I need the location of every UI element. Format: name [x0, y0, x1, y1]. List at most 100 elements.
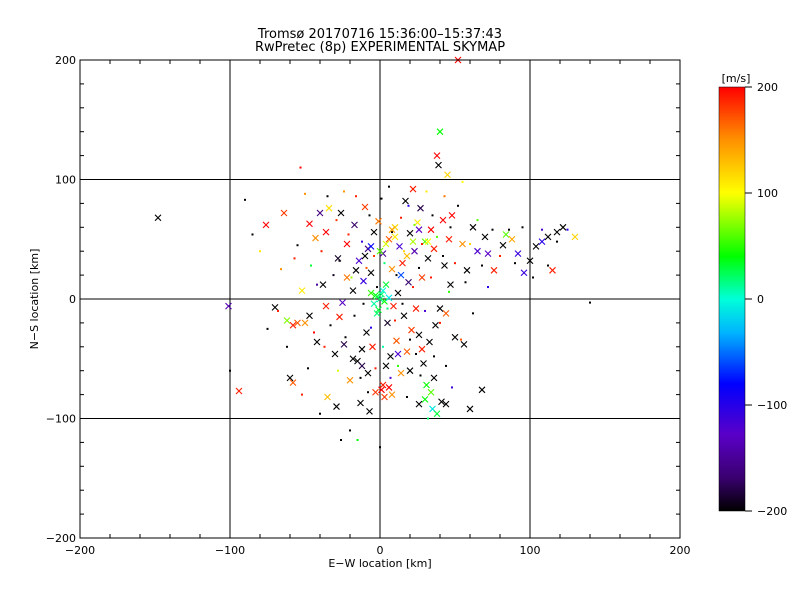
scatter-point-dot — [296, 244, 299, 247]
scatter-point-dot — [541, 228, 543, 231]
scatter-point-x — [349, 287, 357, 295]
scatter-point-dot — [326, 195, 329, 198]
scatter-point-dot — [382, 345, 384, 348]
scatter-point-x — [358, 345, 366, 353]
scatter-point-dot — [277, 309, 279, 312]
scatter-point-x — [403, 348, 411, 355]
scatter-point-dot — [451, 386, 453, 389]
scatter-point-dot — [424, 309, 426, 312]
scatter-point-x — [478, 386, 486, 394]
scatter-point-x — [388, 265, 396, 273]
scatter-point-dot — [343, 190, 345, 193]
scatter-point-x — [514, 250, 522, 257]
scatter-point-x — [337, 209, 345, 217]
scatter-point-x — [289, 321, 297, 329]
scatter-point-dot — [481, 264, 483, 267]
scatter-point-dot — [329, 324, 332, 327]
scatter-point-x — [451, 333, 459, 341]
scatter-point-dot — [362, 302, 365, 305]
y-axis-label: N−S location [km] — [28, 249, 41, 350]
scatter-point-x — [312, 234, 319, 242]
scatter-point-x — [339, 299, 346, 306]
scatter-point-dot — [286, 345, 288, 348]
scatter-point-x — [334, 254, 342, 262]
scatter-point-dot — [251, 233, 254, 236]
scatter-point-dot — [443, 195, 446, 198]
scatter-point-dot — [337, 369, 339, 372]
scatter-point-dot — [349, 429, 351, 432]
scatter-point-x — [385, 384, 393, 391]
scatter-point-x — [316, 209, 324, 217]
scatter-point-x — [532, 243, 540, 250]
scatter-point-x — [301, 319, 309, 327]
y-tick-label: 0 — [69, 293, 76, 306]
scatter-point-dot — [383, 262, 386, 265]
scatter-point-x — [400, 312, 408, 320]
scatter-point-dot — [419, 374, 422, 377]
scatter-point-dot — [365, 266, 368, 269]
scatter-point-x — [520, 269, 528, 277]
y-tick-label: −200 — [46, 532, 76, 545]
scatter-point-x — [370, 228, 378, 236]
scatter-point-dot — [397, 364, 399, 367]
chart-subtitle: RwPretec (8p) EXPERIMENTAL SKYMAP — [255, 40, 505, 55]
scatter-point-dot — [310, 264, 312, 267]
scatter-point-x — [460, 341, 468, 348]
scatter-point-x — [508, 235, 516, 243]
scatter-point-dot — [394, 319, 396, 322]
scatter-point-dot — [413, 223, 416, 226]
scatter-point-x — [361, 203, 369, 211]
scatter-point-x — [559, 223, 567, 231]
scatter-point-x — [381, 298, 388, 305]
scatter-point-x — [382, 240, 390, 248]
colorbar-label: [m/s] — [722, 72, 751, 85]
scatter-point-dot — [347, 233, 350, 236]
scatter-point-x — [538, 238, 546, 246]
scatter-point-dot — [487, 286, 489, 289]
scatter-point-x — [294, 319, 301, 327]
scatter-point-x — [355, 257, 363, 265]
scatter-point-dot — [521, 226, 524, 229]
scatter-point-dot — [418, 266, 420, 269]
scatter-point-x — [415, 331, 423, 339]
scatter-point-x — [325, 204, 333, 212]
scatter-point-x — [397, 271, 405, 279]
scatter-point-x — [225, 302, 232, 310]
scatter-point-x — [363, 329, 370, 336]
scatter-point-x — [364, 369, 372, 377]
scatter-points — [154, 56, 591, 449]
scatter-point-x — [549, 266, 556, 274]
scatter-point-dot — [395, 274, 398, 277]
scatter-point-x — [409, 185, 417, 193]
scatter-point-dot — [400, 216, 402, 219]
scatter-point-x — [420, 360, 427, 367]
scatter-point-dot — [427, 417, 429, 420]
scatter-point-x — [382, 281, 390, 289]
scatter-point-x — [382, 362, 390, 370]
scatter-point-dot — [514, 262, 516, 265]
scatter-point-dot — [370, 326, 372, 329]
colorbar-tick-label: −200 — [757, 505, 787, 518]
colorbar-ticks: 200 100 0 −100 −200 — [745, 81, 787, 518]
scatter-point-x — [427, 226, 435, 234]
scatter-point-x — [378, 386, 385, 394]
scatter-point-dot — [332, 274, 335, 277]
scatter-point-x — [375, 306, 382, 314]
scatter-point-x — [289, 379, 297, 387]
scatter-point-x — [376, 247, 384, 255]
scatter-point-x — [283, 317, 291, 324]
scatter-point-x — [385, 235, 393, 243]
scatter-point-x — [367, 289, 375, 297]
scatter-point-x — [426, 338, 433, 346]
scatter-point-dot — [433, 355, 435, 358]
scatter-point-dot — [373, 254, 375, 257]
scatter-point-x — [463, 266, 471, 274]
scatter-point-x — [366, 407, 373, 415]
scatter-point-x — [436, 128, 444, 136]
scatter-point-x — [322, 302, 330, 310]
scatter-point-x — [360, 277, 367, 285]
colorbar-tick-label: 100 — [757, 187, 778, 200]
scatter-point-dot — [469, 243, 471, 246]
y-tick-label: 100 — [55, 174, 76, 187]
scatter-point-x — [154, 214, 162, 222]
